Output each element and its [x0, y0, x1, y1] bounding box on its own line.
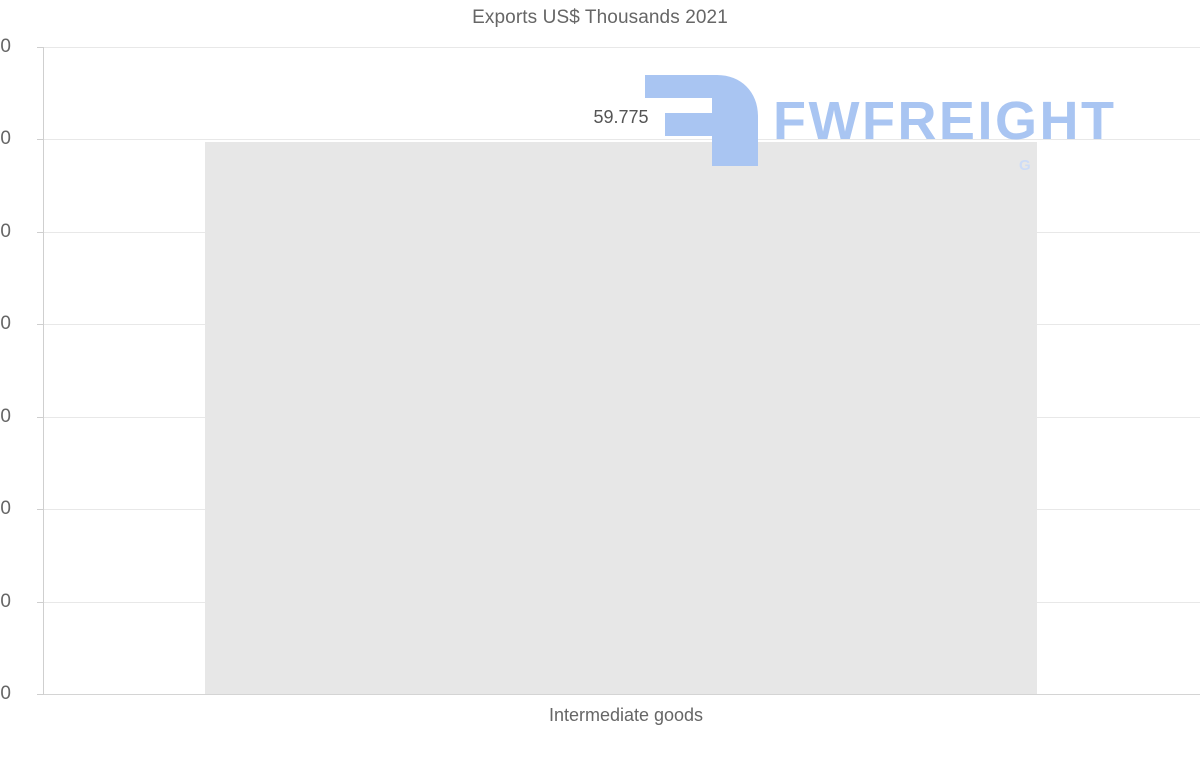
bar-value-label-intermediate-goods: 59.775 — [593, 107, 649, 127]
y-tick-label-30: 30 — [0, 406, 11, 427]
y-tick-label-40: 40 — [0, 313, 11, 334]
gridline-0 — [43, 694, 1200, 695]
y-tick-mark-70 — [37, 47, 44, 48]
y-tick-mark-20 — [37, 509, 44, 510]
y-tick-mark-50 — [37, 232, 44, 233]
gridline-70 — [43, 47, 1200, 48]
y-tick-label-70: 70 — [0, 36, 11, 57]
bar-intermediate-goods[interactable] — [205, 142, 1037, 694]
y-tick-label-20: 20 — [0, 498, 11, 519]
y-tick-mark-10 — [37, 602, 44, 603]
y-axis-line — [43, 47, 44, 695]
chart-title: Exports US$ Thousands 2021 — [472, 7, 728, 28]
x-category-label-intermediate-goods: Intermediate goods — [548, 705, 704, 725]
y-tick-label-50: 50 — [0, 221, 11, 242]
y-tick-label-60: 60 — [0, 128, 11, 149]
y-tick-label-0: 0 — [0, 683, 11, 704]
y-tick-label-10: 10 — [0, 591, 11, 612]
y-tick-mark-30 — [37, 417, 44, 418]
y-tick-mark-40 — [37, 324, 44, 325]
y-tick-mark-60 — [37, 139, 44, 140]
gridline-60 — [43, 139, 1200, 140]
y-tick-mark-0 — [37, 694, 44, 695]
